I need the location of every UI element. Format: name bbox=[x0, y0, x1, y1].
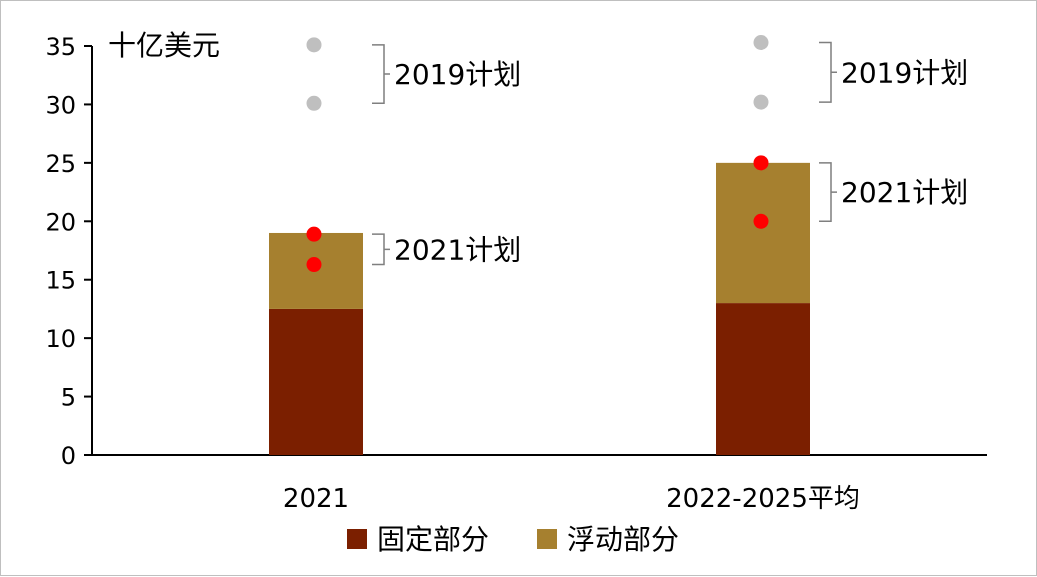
plan-point bbox=[306, 257, 322, 273]
plan-label: 2019计划 bbox=[841, 56, 968, 89]
plan-label: 2021计划 bbox=[841, 176, 968, 209]
plan-point bbox=[306, 226, 322, 242]
y-tick-label: 30 bbox=[45, 91, 76, 119]
y-tick-label: 10 bbox=[45, 325, 76, 353]
y-tick-label: 25 bbox=[45, 150, 76, 178]
plan-bracket bbox=[819, 162, 837, 223]
plan-point bbox=[753, 94, 769, 110]
category-label: 2022-2025平均 bbox=[666, 484, 860, 514]
y-tick-label: 0 bbox=[61, 442, 76, 470]
category-label: 2021 bbox=[283, 484, 349, 514]
legend: 固定部分 浮动部分 bbox=[347, 523, 679, 556]
plan-annotations: 2019计划 2019计划 2021计划 2021计划 bbox=[306, 34, 968, 273]
legend-label: 浮动部分 bbox=[567, 523, 679, 556]
bars bbox=[269, 162, 810, 455]
plan-bracket bbox=[372, 44, 390, 105]
y-axis-ticks: 0 5 10 15 20 25 30 35 bbox=[45, 33, 92, 470]
plan-point bbox=[306, 95, 322, 111]
plan-bracket bbox=[819, 41, 837, 103]
category-labels: 2021 2022-2025平均 bbox=[283, 484, 860, 514]
bar-segment bbox=[269, 308, 363, 455]
unit-label: 十亿美元 bbox=[108, 29, 220, 62]
legend-label: 固定部分 bbox=[377, 523, 489, 556]
legend-swatch bbox=[537, 529, 557, 549]
plan-point bbox=[753, 155, 769, 171]
y-tick-label: 15 bbox=[45, 267, 76, 295]
bar-segment bbox=[716, 303, 810, 455]
y-tick-label: 20 bbox=[45, 208, 76, 236]
plan-point bbox=[306, 37, 322, 53]
legend-swatch bbox=[347, 529, 367, 549]
plan-bracket bbox=[372, 233, 390, 266]
plan-point bbox=[753, 34, 769, 50]
y-tick-label: 5 bbox=[61, 384, 76, 412]
plan-label: 2021计划 bbox=[394, 233, 521, 266]
bar-segment bbox=[716, 162, 810, 304]
plan-point bbox=[753, 213, 769, 229]
plan-label: 2019计划 bbox=[394, 58, 521, 91]
y-tick-label: 35 bbox=[45, 33, 76, 61]
